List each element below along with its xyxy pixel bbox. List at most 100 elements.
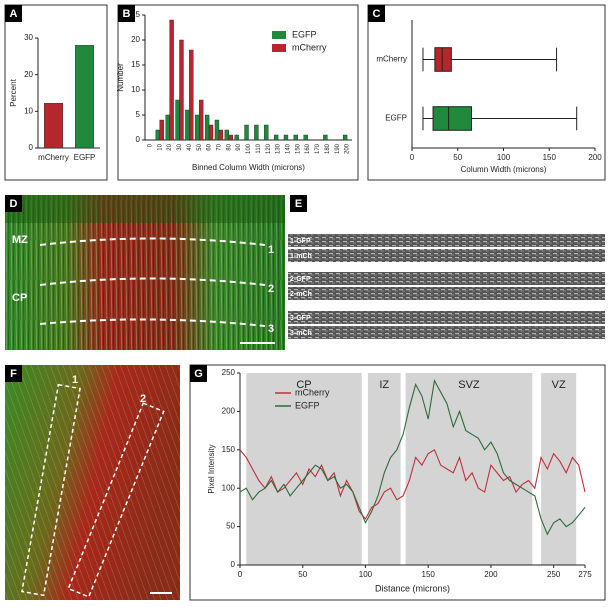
- bar: [169, 19, 174, 141]
- x-tick-label: 70: [217, 143, 223, 150]
- region-label: CP: [296, 379, 311, 391]
- y-axis-label: Number: [116, 63, 125, 92]
- region-label: IZ: [379, 379, 389, 391]
- bar: [189, 49, 194, 141]
- panel-label: G: [194, 368, 203, 380]
- y-tick-label: 150: [222, 445, 236, 454]
- x-tick-label: 130: [276, 143, 282, 154]
- y-tick-label: 0: [29, 143, 34, 152]
- bar: [185, 109, 190, 141]
- panel-frame: [117, 4, 359, 181]
- x-tick-label: 0: [410, 153, 415, 162]
- x-tick-label: 100: [497, 153, 511, 162]
- y-tick-label: 10: [131, 85, 140, 94]
- x-tick-label: 200: [345, 143, 351, 154]
- x-tick-label: 250: [547, 570, 561, 579]
- y-tick-label: 20: [131, 35, 140, 44]
- box: [434, 47, 452, 72]
- line: [239, 448, 586, 520]
- x-tick-label: 150: [295, 143, 301, 154]
- micrograph-top: [5, 195, 285, 223]
- x-tick-label: 170: [315, 143, 321, 154]
- chart: A 0 10 20 30 Percent mCherry EGFP: [4, 4, 108, 181]
- x-tick-label: 40: [187, 143, 193, 150]
- x-tick-label: 190: [335, 143, 341, 154]
- legend-swatch: [272, 31, 286, 39]
- bar: [175, 99, 180, 141]
- bar: [342, 134, 348, 141]
- strip-label: 2-mCh: [290, 291, 312, 298]
- y-tick-label: 50: [226, 522, 235, 531]
- line-label: 2: [268, 283, 274, 295]
- region-label: SVZ: [458, 379, 480, 391]
- bar: [234, 134, 239, 141]
- line: [239, 379, 586, 536]
- roi-box: [21, 383, 81, 597]
- x-tick-label: 200: [484, 570, 498, 579]
- strip: [288, 234, 605, 247]
- panel-label-box: [5, 5, 22, 22]
- strip: [288, 311, 605, 324]
- region: [541, 373, 577, 565]
- x-tick-label: 120: [266, 143, 272, 154]
- x-tick-label: 50: [453, 153, 462, 162]
- roi-label: 2: [140, 393, 146, 405]
- strip: [288, 326, 605, 339]
- x-tick-label: 275: [578, 570, 592, 579]
- y-tick-label: 25: [131, 10, 140, 19]
- x-tick-label: 80: [226, 143, 232, 150]
- y-tick-label: mCherry: [376, 55, 407, 64]
- x-tick-label: 100: [246, 143, 252, 154]
- boundary-line: [39, 237, 266, 246]
- bar: [264, 124, 269, 141]
- panel-label-box: [5, 195, 22, 212]
- roi-label: 1: [72, 374, 78, 386]
- y-tick-label: 15: [131, 60, 140, 69]
- bar: [273, 134, 279, 141]
- x-axis-label: Column Width (microns): [461, 165, 547, 174]
- bar: [224, 129, 229, 141]
- y-tick-label: 20: [24, 70, 33, 79]
- boundary-line: [39, 277, 266, 286]
- panel-d: D MZ CP 1 2 3: [5, 195, 285, 350]
- y-axis-label: Percent: [9, 78, 18, 106]
- legend-label: EGFP: [292, 29, 317, 39]
- bar: [195, 114, 200, 141]
- x-tick-label: mCherry: [38, 153, 69, 162]
- bar: [74, 45, 94, 149]
- strip-label: 3-mCh: [290, 330, 312, 337]
- panel-label: C: [373, 8, 381, 20]
- panel-f: F 1 2: [5, 365, 180, 600]
- bar: [179, 39, 184, 141]
- x-tick-label: 20: [167, 143, 173, 150]
- x-tick-label: 90: [236, 143, 242, 150]
- region: [367, 373, 401, 565]
- y-tick-label: 30: [24, 33, 33, 42]
- bar: [155, 129, 160, 141]
- box: [432, 106, 472, 131]
- legend-label: mCherry: [292, 42, 327, 52]
- panel-label: F: [10, 368, 17, 380]
- strip-label: 3-GFP: [290, 315, 311, 322]
- legend-label: EGFP: [295, 400, 320, 410]
- panel-label-box: [290, 195, 307, 212]
- x-axis-label: Binned Column Width (microns): [192, 163, 305, 172]
- strip-label: 1-GFP: [290, 238, 311, 245]
- y-tick-label: 250: [222, 368, 236, 377]
- layer-label: CP: [12, 292, 27, 304]
- y-tick-label: 100: [222, 483, 236, 492]
- bar: [244, 124, 249, 141]
- x-tick-label: 30: [177, 143, 183, 150]
- x-axis-label: Distance (microns): [375, 583, 450, 593]
- y-tick-label: 10: [24, 106, 33, 115]
- x-tick-label: 50: [197, 143, 203, 150]
- bar: [44, 103, 64, 149]
- micrograph-texture: [5, 365, 180, 600]
- region: [246, 373, 362, 565]
- strip: [288, 249, 605, 262]
- x-tick-label: 200: [588, 153, 602, 162]
- bar: [208, 124, 214, 141]
- x-tick-label: 60: [207, 143, 213, 150]
- bar: [323, 134, 328, 141]
